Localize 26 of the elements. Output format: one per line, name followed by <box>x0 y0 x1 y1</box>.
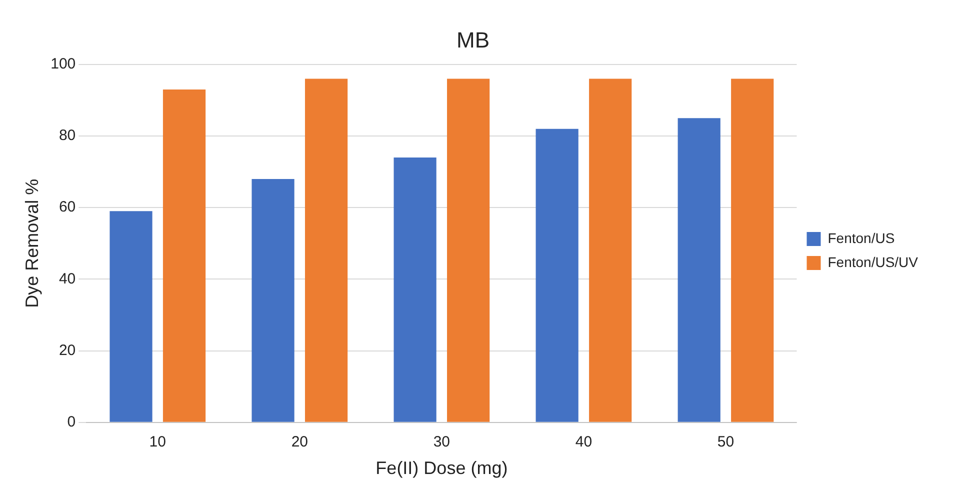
y-tick-label: 40 <box>58 270 76 288</box>
x-axis-title: Fe(II) Dose (mg) <box>376 458 508 478</box>
bar <box>447 78 490 422</box>
x-tick-label: 30 <box>433 434 450 451</box>
bar <box>589 78 632 422</box>
y-tick-label: 80 <box>58 127 76 144</box>
bar <box>162 89 206 422</box>
y-tick-label: 60 <box>58 198 76 216</box>
legend-label: Fenton/US <box>828 230 895 246</box>
bar <box>252 178 294 422</box>
bar <box>678 118 720 422</box>
y-tick-label: 0 <box>67 414 76 431</box>
x-tick-label: 10 <box>149 434 166 451</box>
bar <box>304 78 348 422</box>
y-tick-label: 20 <box>58 342 76 359</box>
legend-label: Fenton/US/UV <box>828 254 919 270</box>
y-tick-label: 100 <box>50 56 76 73</box>
bar <box>536 128 578 422</box>
bar <box>110 211 152 422</box>
x-tick-label: 20 <box>291 434 308 451</box>
x-tick-label: 40 <box>575 434 592 451</box>
x-tick-label: 50 <box>717 434 734 451</box>
chart-title: MB <box>456 27 490 52</box>
bar <box>394 157 436 422</box>
bar <box>731 78 774 422</box>
y-axis-title: Dye Removal % <box>22 178 42 308</box>
